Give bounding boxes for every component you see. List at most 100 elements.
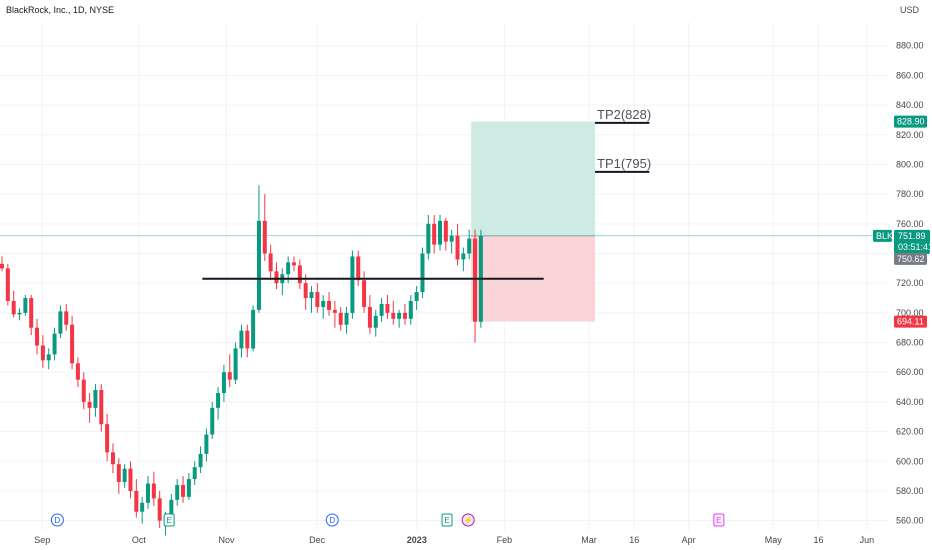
candle-body — [11, 300, 16, 315]
candle-body — [134, 490, 139, 512]
candle-body — [408, 300, 413, 319]
time-tick-label: 16 — [814, 535, 824, 545]
price-tick-label: 780.00 — [896, 189, 924, 199]
price-tick-label: 880.00 — [896, 41, 924, 51]
candle-body — [338, 312, 343, 325]
candle-body — [356, 256, 361, 281]
price-tick-label: 600.00 — [896, 456, 924, 466]
tp1-label: TP1(795) — [597, 156, 651, 171]
position-tool[interactable] — [471, 121, 595, 322]
candle-body — [256, 220, 261, 310]
prev-close-badge: 750.62 — [894, 252, 927, 265]
price-tick-label: 720.00 — [896, 278, 924, 288]
candle-body — [140, 502, 145, 512]
candle-body — [221, 372, 226, 393]
candle-body — [292, 262, 296, 266]
drawings[interactable]: TP2(828) TP1(795) — [202, 107, 651, 280]
price-tick-label: 800.00 — [896, 159, 924, 169]
candle-body — [157, 498, 162, 521]
candle-body — [251, 309, 256, 349]
candle-body — [367, 306, 372, 328]
candle-body — [321, 300, 326, 307]
ticker-badge-text: BLK — [876, 231, 893, 241]
time-tick-label: Dec — [309, 535, 326, 545]
candle-body — [344, 312, 349, 325]
candle-body — [105, 424, 110, 453]
candle-body — [327, 300, 332, 310]
candle-body — [46, 354, 51, 361]
candle-body — [40, 345, 45, 361]
candle-body — [473, 238, 478, 322]
last-price-badge-bg — [894, 229, 930, 254]
price-tick-label: 860.00 — [896, 70, 924, 80]
target-zone[interactable] — [471, 121, 595, 236]
candle-body — [5, 268, 10, 301]
grid — [0, 22, 888, 531]
split-event-label: ⚡ — [463, 515, 473, 525]
future_earnings-event-label: E — [716, 516, 721, 525]
time-tick-label: Nov — [219, 535, 236, 545]
target-price-badge: 828.90 — [894, 115, 927, 128]
earnings-event-marker[interactable]: E — [441, 513, 453, 527]
dividend-event-label: D — [54, 516, 60, 525]
candle-body — [110, 452, 115, 465]
prev-close-text: 750.62 — [897, 254, 925, 264]
candle-body — [297, 265, 302, 284]
price-tick-label: 840.00 — [896, 100, 924, 110]
events[interactable]: D E D E ⚡ E — [50, 513, 725, 527]
candle-body — [169, 499, 174, 518]
price-axis[interactable]: 880.00 860.00 840.00 820.00 800.00 780.00 760.… — [896, 41, 924, 526]
candle-body — [175, 484, 180, 500]
price-tick-label: 560.00 — [896, 516, 924, 526]
candle-body — [64, 311, 69, 325]
candle-body — [227, 372, 232, 380]
candle-body — [426, 223, 431, 254]
candle-body — [128, 468, 133, 491]
candle-body — [99, 390, 104, 425]
split-icon — [461, 513, 475, 527]
last-price-text: 751.89 — [898, 231, 926, 241]
candle-body — [122, 468, 127, 483]
candle-body — [449, 235, 454, 242]
future_earnings-event-marker[interactable]: E — [713, 513, 725, 527]
time-tick-label: Mar — [581, 535, 597, 545]
candle-body — [402, 312, 407, 319]
dividend-event-marker[interactable]: D — [50, 513, 64, 527]
candle-body — [385, 303, 390, 313]
price-tick-label: 580.00 — [896, 486, 924, 496]
future_earnings-icon — [713, 513, 725, 527]
time-axis[interactable]: Sep Oct Nov Dec 2023 Feb Mar 16 Apr May 16 Jun — [34, 535, 874, 545]
dividend-icon — [50, 513, 64, 527]
dividend-event-marker[interactable]: D — [325, 513, 339, 527]
candle-body — [233, 348, 238, 380]
candle-body — [414, 292, 419, 301]
candle-body — [210, 407, 215, 435]
candle-body — [245, 330, 250, 349]
candle-body — [262, 220, 267, 254]
candle-body — [362, 280, 367, 307]
time-tick-label: 2023 — [407, 535, 427, 545]
earnings-icon — [163, 513, 175, 527]
price-tick-label: 820.00 — [896, 130, 924, 140]
earnings-event-marker[interactable]: E — [163, 513, 175, 527]
time-tick-label: Sep — [34, 535, 50, 545]
candle-body — [58, 311, 63, 334]
earnings-event-label: E — [444, 516, 449, 525]
candle-body — [443, 220, 448, 242]
price-tick-label: 760.00 — [896, 219, 924, 229]
candle-body — [181, 484, 186, 497]
candle-body — [268, 253, 273, 272]
candle-body — [75, 363, 80, 380]
split-event-marker[interactable]: ⚡ — [461, 513, 475, 527]
candle-body — [239, 330, 244, 349]
candle-body — [309, 292, 314, 299]
candle-body — [467, 238, 472, 254]
candle-body — [151, 483, 156, 499]
candle-body — [274, 271, 279, 284]
candle-body — [116, 464, 121, 483]
time-tick-label: Feb — [497, 535, 513, 545]
